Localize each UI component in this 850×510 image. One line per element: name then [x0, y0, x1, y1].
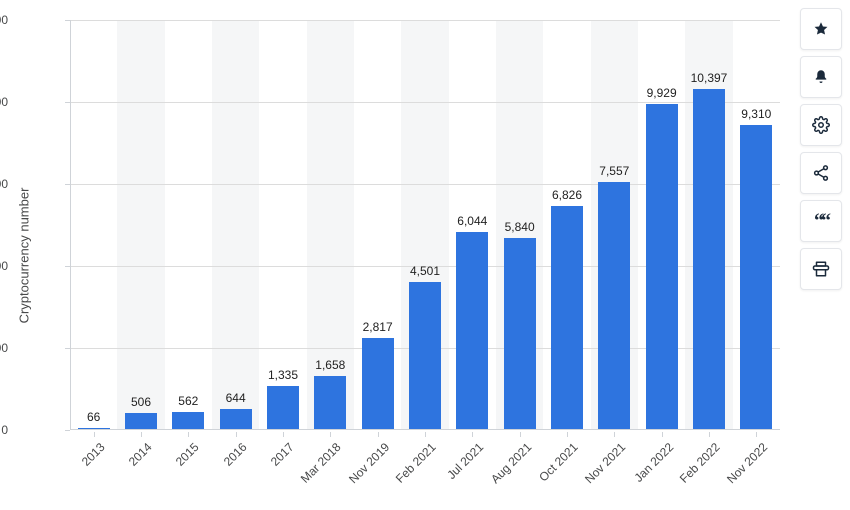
x-tick-mark	[614, 432, 615, 437]
y-tick-mark	[65, 20, 70, 21]
print-button[interactable]	[800, 248, 842, 290]
x-tick-label: Feb 2022	[677, 440, 723, 486]
bar[interactable]: 506	[125, 413, 157, 430]
y-tick-mark	[65, 102, 70, 103]
x-tick-mark	[141, 432, 142, 437]
y-axis-line	[70, 20, 71, 430]
x-tick-label: 2013	[78, 440, 107, 469]
bar-value-label: 644	[226, 391, 246, 409]
bar-value-label: 506	[131, 395, 151, 413]
y-tick-label: 7,500	[0, 177, 8, 191]
chart-stage: Cryptocurrency number 665065626441,3351,…	[0, 0, 850, 510]
x-tick-mark	[756, 432, 757, 437]
x-tick-label: Nov 2022	[724, 440, 770, 486]
gear-icon	[812, 116, 830, 134]
x-tick-label: Jan 2022	[631, 440, 676, 485]
bar-value-label: 1,335	[268, 368, 298, 386]
x-tick-label: 2015	[173, 440, 202, 469]
favorite-button[interactable]	[800, 8, 842, 50]
bar[interactable]: 9,310	[740, 125, 772, 430]
share-icon	[812, 164, 830, 182]
bar-value-label: 9,929	[647, 86, 677, 104]
bar[interactable]: 1,335	[267, 386, 299, 430]
x-tick-mark	[472, 432, 473, 437]
bar[interactable]: 2,817	[362, 338, 394, 430]
x-tick-label: 2017	[268, 440, 297, 469]
bar-value-label: 7,557	[599, 164, 629, 182]
x-tick-mark	[378, 432, 379, 437]
plot-area: 66 506 562 644 1,335 1,658 2,817 4,501 6,044 5,84…	[70, 20, 780, 430]
print-icon	[812, 260, 830, 278]
x-tick-label: Mar 2018	[298, 440, 344, 486]
bar-value-label: 2,817	[363, 320, 393, 338]
x-tick-label: Nov 2019	[346, 440, 392, 486]
bar[interactable]: 4,501	[409, 282, 441, 430]
y-tick-mark	[65, 184, 70, 185]
settings-button[interactable]	[800, 104, 842, 146]
x-tick-label: Oct 2021	[536, 440, 580, 484]
chart-toolbar: ““	[800, 8, 842, 290]
y-tick-mark	[65, 266, 70, 267]
x-tick-mark	[425, 432, 426, 437]
share-button[interactable]	[800, 152, 842, 194]
x-tick-mark	[283, 432, 284, 437]
x-tick-mark	[94, 432, 95, 437]
x-tick-mark	[236, 432, 237, 437]
x-tick-label: 2016	[220, 440, 249, 469]
y-tick-label: 5,000	[0, 259, 8, 273]
bar-value-label: 9,310	[741, 107, 771, 125]
y-tick-label: 2,500	[0, 341, 8, 355]
cite-button[interactable]: ““	[800, 200, 842, 242]
bar[interactable]: 9,929	[646, 104, 678, 430]
bell-icon	[812, 68, 830, 86]
bar-value-label: 4,501	[410, 264, 440, 282]
y-tick-mark	[65, 348, 70, 349]
x-tick-label: Aug 2021	[488, 440, 534, 486]
bar[interactable]: 5,840	[504, 238, 536, 430]
bars-layer: 66 506 562 644 1,335 1,658 2,817 4,501 6,044 5,84…	[70, 20, 780, 430]
bar[interactable]: 562	[172, 412, 204, 430]
x-tick-mark	[330, 432, 331, 437]
y-tick-mark	[65, 430, 70, 431]
bar[interactable]: 644	[220, 409, 252, 430]
y-axis-title-wrap: Cryptocurrency number	[14, 0, 34, 510]
x-tick-mark	[567, 432, 568, 437]
quote-icon: ““	[814, 211, 828, 231]
y-tick-label: 0	[0, 423, 8, 437]
bar-value-label: 562	[178, 394, 198, 412]
bar-value-label: 6,044	[457, 214, 487, 232]
y-tick-label: 10,000	[0, 95, 8, 109]
x-tick-label: Feb 2021	[393, 440, 439, 486]
bar-value-label: 6,826	[552, 188, 582, 206]
bar[interactable]: 6,826	[551, 206, 583, 430]
chart-wrap: Cryptocurrency number 665065626441,3351,…	[0, 0, 794, 510]
bar-value-label: 10,397	[691, 71, 728, 89]
x-tick-mark	[709, 432, 710, 437]
bar[interactable]: 10,397	[693, 89, 725, 430]
x-tick-mark	[188, 432, 189, 437]
bar[interactable]: 7,557	[598, 182, 630, 430]
x-tick-mark	[520, 432, 521, 437]
bar[interactable]: 1,658	[314, 376, 346, 430]
bar[interactable]: 6,044	[456, 232, 488, 430]
x-tick-label: Jul 2021	[445, 440, 487, 482]
bar-value-label: 66	[87, 410, 100, 428]
x-tick-label: Nov 2021	[582, 440, 628, 486]
bar-value-label: 1,658	[315, 358, 345, 376]
bar-value-label: 5,840	[505, 220, 535, 238]
alert-button[interactable]	[800, 56, 842, 98]
y-tick-label: 12,500	[0, 13, 8, 27]
x-axis-labels: 20132014201520162017Mar 2018Nov 2019Feb …	[70, 432, 780, 502]
x-tick-mark	[662, 432, 663, 437]
x-axis-line	[70, 429, 780, 430]
star-icon	[812, 20, 830, 38]
x-tick-label: 2014	[126, 440, 155, 469]
y-axis-title: Cryptocurrency number	[17, 187, 32, 323]
